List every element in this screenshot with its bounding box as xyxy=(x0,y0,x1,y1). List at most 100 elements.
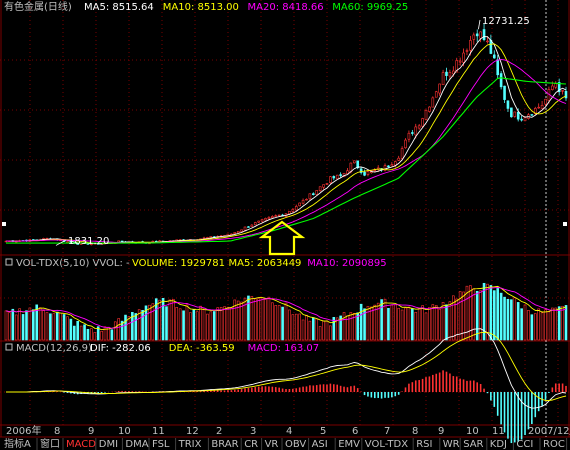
volume-panel[interactable] xyxy=(4,282,568,341)
volume-bar xyxy=(76,320,80,341)
indicator-tab[interactable]: ROC xyxy=(543,439,565,450)
volume-bar xyxy=(417,308,421,341)
price-candle xyxy=(312,192,315,196)
price-candle xyxy=(407,130,411,143)
volume-bar xyxy=(370,306,373,341)
indicator-tab[interactable]: VR xyxy=(265,439,279,450)
volume-bar xyxy=(158,299,161,341)
volume-bar xyxy=(434,305,438,341)
volume-bar xyxy=(356,312,360,341)
indicator-tab[interactable]: KDJ xyxy=(490,439,507,450)
price-candle xyxy=(523,116,527,122)
volume-bar xyxy=(322,320,325,341)
volume-bar xyxy=(291,314,295,341)
volume-bar xyxy=(131,312,134,341)
volume-bar xyxy=(209,311,213,341)
volume-bar xyxy=(407,306,411,341)
indicator-tab[interactable]: DMI xyxy=(99,439,118,450)
price-candle xyxy=(271,215,274,219)
indicator-tab[interactable]: ASI xyxy=(312,439,328,450)
macd-panel[interactable] xyxy=(6,328,567,444)
volume-bar xyxy=(404,307,407,341)
dif-line xyxy=(6,328,567,409)
volume-bar xyxy=(421,305,424,341)
price-candle xyxy=(561,89,564,95)
price-candle xyxy=(277,214,281,217)
price-candle xyxy=(301,198,305,205)
indicator-tab[interactable]: TRIX xyxy=(178,439,202,450)
time-axis-label: 9 xyxy=(88,426,94,437)
indicator-tab[interactable]: BRAR xyxy=(211,439,238,450)
indicator-tab[interactable]: EMV xyxy=(338,439,360,450)
indicator-value: MA5: 2063449 xyxy=(229,258,302,269)
volume-bar xyxy=(472,288,476,341)
volume-bar xyxy=(168,299,172,341)
volume-bar xyxy=(32,309,35,341)
price-candle xyxy=(458,57,462,66)
volume-bar xyxy=(366,306,370,341)
volume-bar xyxy=(335,317,339,341)
indicator-tab[interactable]: OBV xyxy=(285,439,306,450)
volume-bar xyxy=(475,290,479,341)
volume-bar xyxy=(236,300,240,341)
price-candle xyxy=(428,106,431,113)
price-candle xyxy=(475,29,479,42)
volume-bar xyxy=(178,308,182,341)
volume-bar xyxy=(349,312,353,341)
price-candle xyxy=(400,146,404,161)
volume-ma10-line xyxy=(5,286,567,329)
volume-bar xyxy=(455,298,459,341)
price-candle xyxy=(499,71,503,90)
price-candle xyxy=(264,217,267,221)
indicator-tab[interactable]: 指标A xyxy=(4,437,31,450)
volume-bar xyxy=(383,298,387,341)
price-candle xyxy=(315,190,319,196)
indicator-tab[interactable]: RSI xyxy=(416,439,432,450)
volume-bar xyxy=(284,302,288,341)
price-candle xyxy=(383,163,387,172)
high-price-label: 12731.25 xyxy=(482,16,530,27)
volume-bar xyxy=(127,316,131,341)
indicator-tab[interactable]: WR xyxy=(443,439,460,450)
volume-bar xyxy=(380,299,383,341)
volume-bar xyxy=(230,307,233,341)
price-candle xyxy=(421,117,424,128)
indicator-tab[interactable]: DMA xyxy=(125,439,148,450)
indicator-tab-bar[interactable]: 指标A 窗口 MACD DMI DMA FSL TRIX BRAR CR VR OBV ASI EMV V… xyxy=(4,437,570,450)
volume-bar xyxy=(479,290,482,341)
price-candle xyxy=(294,204,298,212)
volume-bar xyxy=(59,312,62,341)
indicator-tab[interactable]: SAR xyxy=(463,439,483,450)
volume-bar xyxy=(332,317,336,341)
indicator-tab[interactable]: CCI xyxy=(516,439,533,450)
indicator-tab[interactable]: VOL-TDX xyxy=(365,439,408,450)
time-axis-label: 10 xyxy=(118,426,131,437)
volume-bar xyxy=(267,296,271,341)
volume-bar xyxy=(527,310,530,341)
volume-bar xyxy=(86,328,90,341)
indicator-value: MA60: 9969.25 xyxy=(332,2,408,13)
volume-bar xyxy=(503,296,506,341)
volume-legend: VOLUME: 1929781 MA5: 2063449 MA10: 2090895 xyxy=(5,258,387,269)
volume-bar xyxy=(11,308,15,341)
price-candle xyxy=(298,202,301,207)
volume-bar xyxy=(318,326,322,341)
volume-bar xyxy=(124,314,127,341)
price-candle xyxy=(537,103,540,109)
volume-bar xyxy=(533,313,537,341)
time-axis-label: 7 xyxy=(384,426,390,437)
indicator-tab[interactable]: CR xyxy=(244,439,258,450)
volume-bar xyxy=(240,301,243,341)
indicator-tab[interactable]: FSL xyxy=(152,439,170,450)
volume-bar xyxy=(492,290,496,341)
volume-bar xyxy=(414,311,418,341)
price-candle xyxy=(506,100,510,113)
volume-bar xyxy=(551,307,554,341)
volume-bar xyxy=(482,282,486,341)
indicator-tab[interactable]: MACD xyxy=(66,439,96,450)
volume-bar xyxy=(271,302,274,341)
price-candle xyxy=(359,167,363,175)
price-candle xyxy=(472,32,476,45)
indicator-tab[interactable]: 窗口 xyxy=(40,437,60,450)
